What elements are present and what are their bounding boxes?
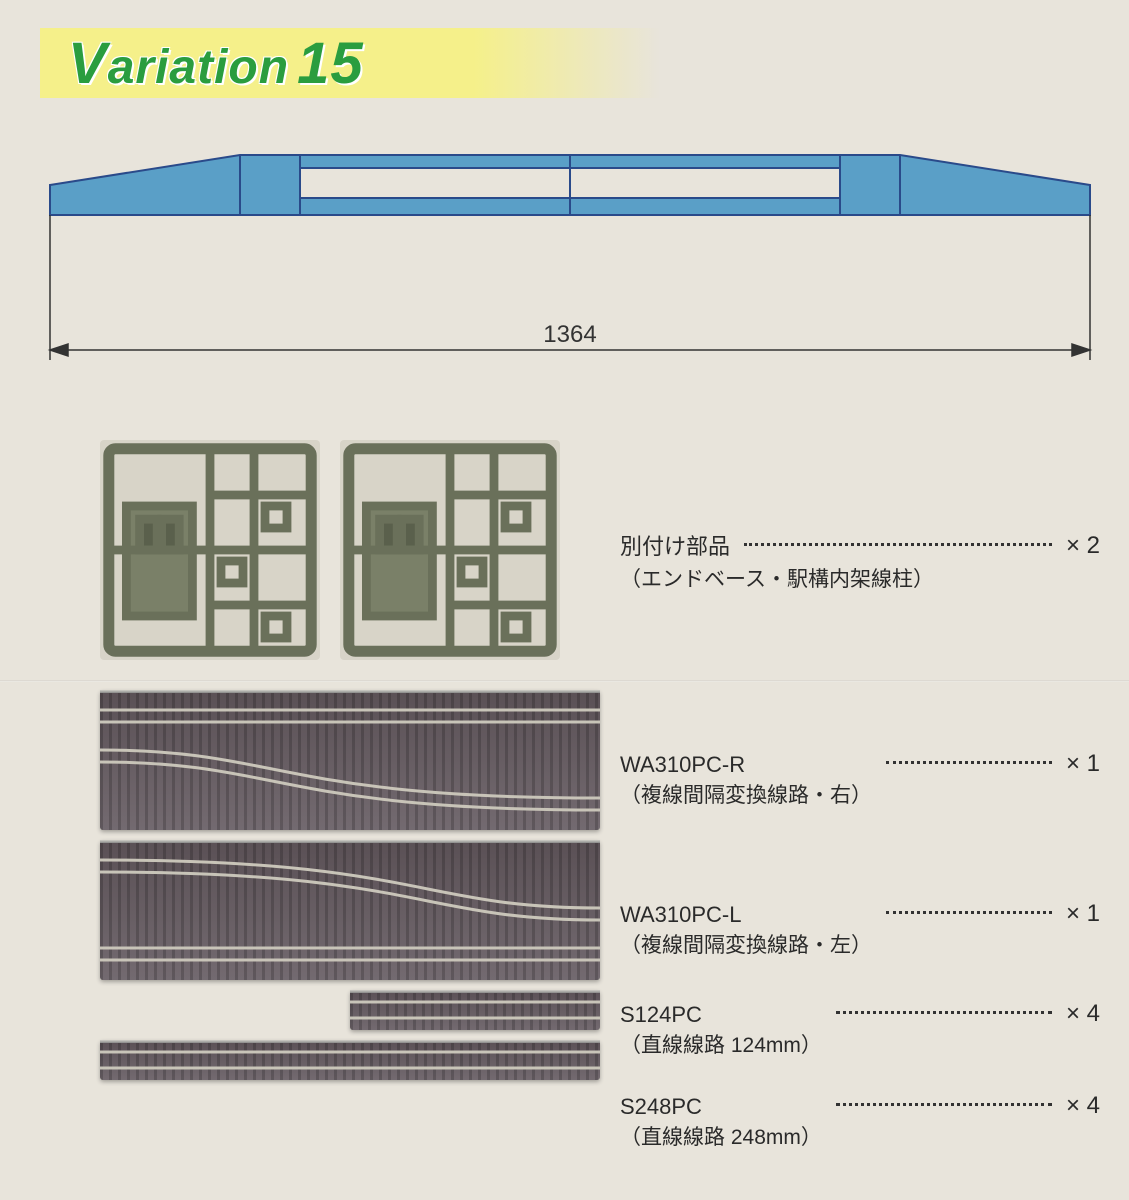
sprue-row bbox=[100, 440, 560, 660]
layout-diagram-svg: 1364 bbox=[40, 140, 1100, 400]
label-s124: S124PC （直線線路 124mm） × 4 bbox=[620, 1000, 1100, 1060]
part-sub: （直線線路 124mm） bbox=[620, 1031, 822, 1060]
leader-dots bbox=[886, 900, 1052, 914]
label-wa-l: WA310PC-L （複線間隔変換線路・左） × 1 bbox=[620, 900, 1100, 960]
header-prefix-v: V bbox=[68, 31, 108, 96]
part-sub: （複線間隔変換線路・右） bbox=[620, 781, 872, 810]
leader-dots bbox=[836, 1092, 1052, 1106]
sprue-part-2 bbox=[340, 440, 560, 660]
layout-diagram: 1364 bbox=[40, 140, 1100, 400]
leader-dots bbox=[744, 532, 1052, 546]
leader-dots bbox=[886, 750, 1052, 764]
part-qty: × 4 bbox=[1066, 1092, 1100, 1120]
part-sub: （直線線路 248mm） bbox=[620, 1123, 822, 1152]
label-s248: S248PC （直線線路 248mm） × 4 bbox=[620, 1092, 1100, 1152]
part-qty: × 1 bbox=[1066, 900, 1100, 928]
header-number: 15 bbox=[297, 31, 364, 96]
part-sub: （複線間隔変換線路・左） bbox=[620, 931, 872, 960]
sprue-part-1 bbox=[100, 440, 320, 660]
page-fold bbox=[0, 680, 1129, 682]
header-prefix-rest: ariation bbox=[108, 41, 289, 94]
track-s248pc bbox=[100, 1040, 600, 1080]
track-list bbox=[100, 690, 600, 1090]
part-name: S124PC bbox=[620, 1000, 822, 1031]
part-name: WA310PC-L bbox=[620, 900, 872, 931]
part-qty: × 1 bbox=[1066, 750, 1100, 778]
track-s124pc bbox=[350, 990, 600, 1030]
label-wa-r: WA310PC-R （複線間隔変換線路・右） × 1 bbox=[620, 750, 1100, 810]
header-title: Variation15 bbox=[68, 30, 364, 97]
track-wa310pc-r bbox=[100, 690, 600, 830]
part-name: S248PC bbox=[620, 1092, 822, 1123]
label-sprue: 別付け部品 × 2 （エンドベース・駅構内架線柱） bbox=[620, 532, 1100, 593]
part-qty: × 4 bbox=[1066, 1000, 1100, 1028]
part-name: WA310PC-R bbox=[620, 750, 872, 781]
part-qty: × 2 bbox=[1066, 532, 1100, 560]
dimension-label: 1364 bbox=[543, 321, 596, 348]
leader-dots bbox=[836, 1000, 1052, 1014]
part-name: 別付け部品 bbox=[620, 534, 730, 559]
part-sub: （エンドベース・駅構内架線柱） bbox=[620, 563, 1100, 593]
track-wa310pc-l bbox=[100, 840, 600, 980]
